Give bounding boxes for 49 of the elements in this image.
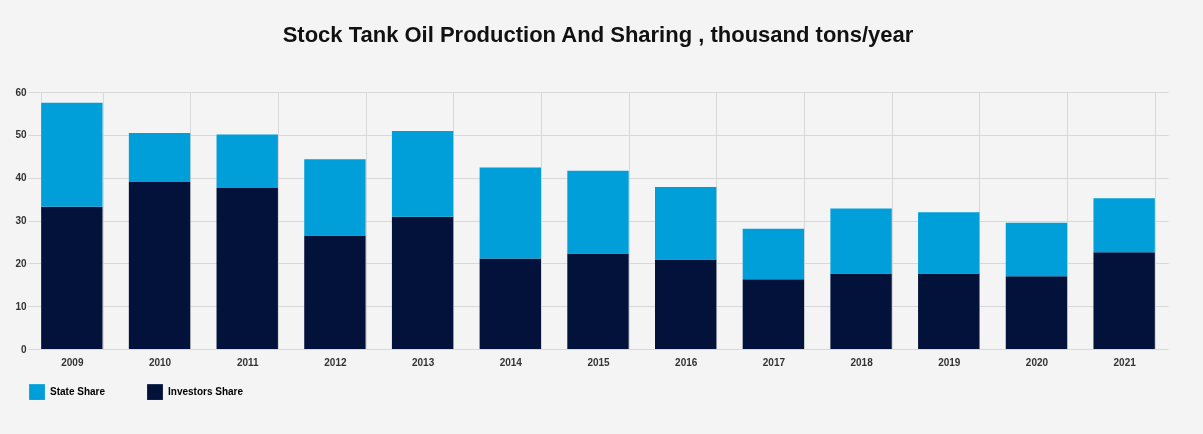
bar: [391, 216, 454, 349]
bar: [567, 170, 629, 254]
bar: [128, 181, 191, 349]
bar: [742, 279, 805, 349]
bar: [41, 102, 103, 207]
bar: [216, 134, 278, 188]
y-tick-label: 30: [15, 215, 27, 226]
x-tick-label: 2013: [411, 356, 435, 368]
bar: [128, 133, 191, 182]
bar: [304, 159, 366, 236]
y-tick-label: 50: [15, 129, 27, 141]
chart-title: Stock Tank Oil Production And Sharing , thousand tons/year: [282, 22, 914, 47]
bar: [1005, 222, 1068, 277]
x-tick-label: 2017: [762, 356, 786, 368]
legend-label: Investors Share: [168, 386, 244, 398]
x-tick-label: 2021: [1113, 356, 1137, 368]
x-tick-label: 2014: [499, 356, 523, 368]
bar: [41, 206, 103, 349]
x-tick-label: 2011: [236, 356, 260, 368]
bar: [567, 253, 629, 349]
legend-label: State Share: [50, 386, 106, 398]
bar: [479, 167, 541, 259]
bar: [216, 187, 278, 349]
bar: [830, 208, 892, 274]
x-tick-label: 2012: [324, 356, 347, 368]
bar: [304, 235, 366, 349]
bar: [655, 187, 717, 260]
x-tick-label: 2009: [61, 356, 84, 368]
bar: [830, 273, 892, 349]
bar: [1005, 276, 1068, 349]
x-tick-label: 2019: [938, 356, 961, 368]
x-tick-label: 2016: [675, 356, 698, 368]
x-tick-label: 2020: [1025, 356, 1049, 368]
y-tick-label: 10: [15, 300, 27, 312]
y-tick-label: 20: [15, 257, 27, 269]
bar: [1093, 198, 1155, 253]
x-tick-label: 2010: [148, 356, 172, 368]
bar: [1093, 252, 1155, 349]
y-tick-label: 40: [15, 172, 27, 184]
bar: [655, 259, 717, 349]
bar: [479, 258, 541, 349]
y-tick-label: 60: [15, 86, 27, 98]
x-tick-label: 2018: [850, 356, 874, 368]
bar: [742, 228, 805, 280]
y-tick-label: 0: [20, 343, 27, 355]
bar: [918, 212, 980, 274]
bar: [918, 273, 980, 349]
bar: [391, 130, 454, 217]
x-tick-label: 2015: [587, 356, 611, 368]
